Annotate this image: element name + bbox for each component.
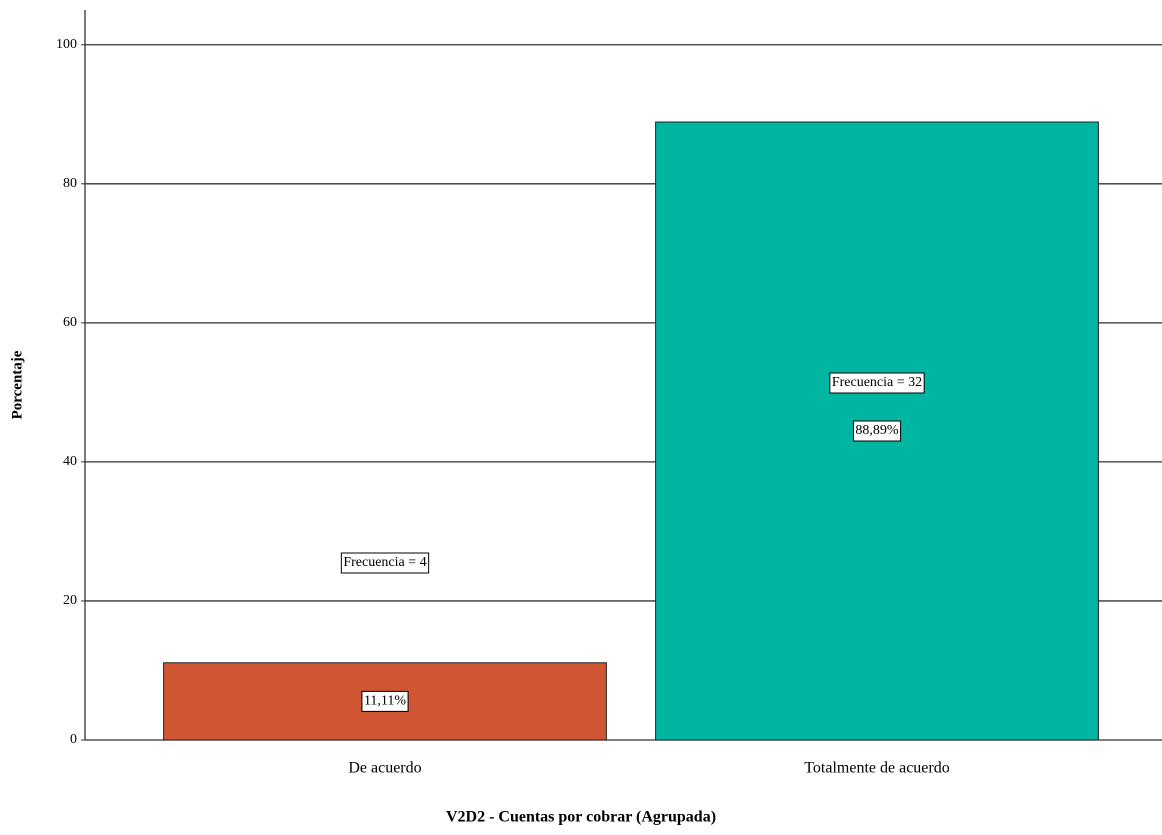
frequency-label: Frecuencia = 4 bbox=[343, 555, 426, 570]
y-tick-label: 60 bbox=[63, 315, 77, 330]
value-label: 11,11% bbox=[364, 694, 406, 709]
value-label-box bbox=[852, 420, 902, 442]
value-label: 88,89% bbox=[855, 423, 899, 438]
frequency-label-box bbox=[829, 372, 925, 394]
value-label-box bbox=[361, 690, 409, 712]
x-tick-label: Totalmente de acuerdo bbox=[804, 760, 949, 777]
y-tick-label: 40 bbox=[63, 454, 77, 469]
x-tick-label: De acuerdo bbox=[348, 760, 421, 777]
x-axis-label: V2D2 - Cuentas por cobrar (Agrupada) bbox=[446, 809, 716, 826]
y-tick-label: 20 bbox=[63, 593, 77, 608]
y-tick-label: 0 bbox=[70, 732, 77, 747]
y-axis-label: Porcentaje bbox=[9, 350, 25, 419]
y-tick-label: 100 bbox=[56, 37, 77, 52]
y-tick-label: 80 bbox=[63, 176, 77, 191]
frequency-label-box bbox=[340, 552, 430, 574]
frequency-label: Frecuencia = 32 bbox=[832, 375, 922, 390]
